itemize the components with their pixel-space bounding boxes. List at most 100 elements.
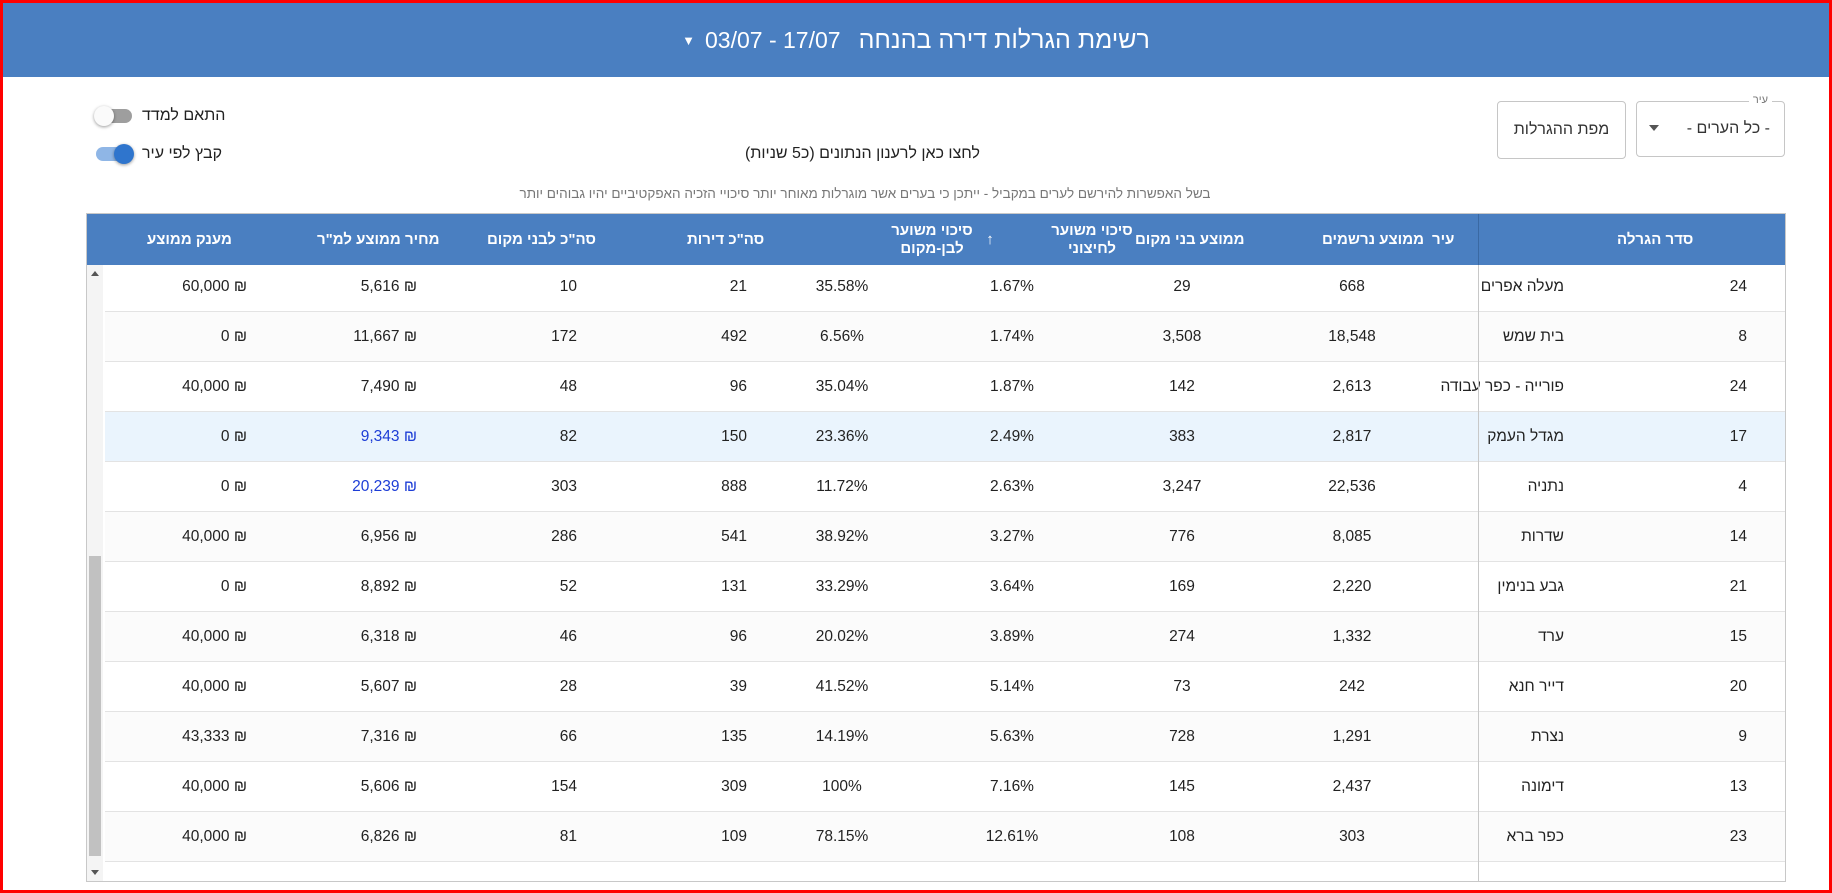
cell-chance-local: 11.72% [816, 478, 868, 495]
cell-total-apartments: 888 [721, 478, 747, 495]
lottery-map-button[interactable]: מפת ההגרלות [1497, 101, 1626, 159]
header-chance-local[interactable]: סיכוי משוער לבן-מקום [862, 214, 1002, 265]
table-row[interactable]: 15 ערד 1,332 274 3.89% 20.02% 96 46 ₪ 6,318 ₪ 40,… [105, 612, 1785, 662]
cell-city: גבע בנימין [1497, 578, 1564, 595]
header-avg-grant[interactable]: מענק ממוצע [147, 230, 232, 248]
city-select[interactable]: עיר - כל הערים - [1636, 94, 1785, 157]
cell-chance-external: 12.61% [985, 828, 1039, 845]
table-row[interactable]: 23 כפר ברא 303 108 12.61% 78.15% 109 81 ₪ 6,826 ₪… [105, 812, 1785, 862]
cell-lottery-order: 20 [1729, 678, 1747, 695]
cell-avg-registered: 668 [1339, 278, 1365, 295]
cell-total-local: 10 [559, 278, 577, 295]
cell-total-apartments: 309 [721, 778, 747, 795]
cell-chance-local: 100% [822, 778, 862, 795]
cell-avg-locals: 274 [1169, 628, 1195, 645]
cell-city: פורייה - כפר עבודה [1440, 378, 1564, 395]
cell-total-apartments: 150 [721, 428, 747, 445]
cell-total-local: 52 [559, 578, 577, 595]
cell-chance-local: 35.04% [815, 378, 869, 395]
cell-total-apartments: 96 [729, 628, 747, 645]
cell-total-local: 154 [551, 778, 577, 795]
cell-avg-locals: 3,508 [1162, 328, 1202, 345]
cell-avg-price-sqm: ₪ 5,607 [360, 678, 417, 695]
cell-avg-price-sqm: ₪ 6,956 [360, 528, 417, 545]
cell-city: מגדל העמק [1487, 428, 1564, 445]
scroll-thumb[interactable] [89, 556, 101, 856]
cell-avg-grant: ₪ 40,000 [182, 528, 247, 545]
city-select-value: - כל הערים - [1686, 120, 1770, 137]
date-range-selector[interactable]: 03/07 - 17/07 [705, 26, 841, 53]
cell-avg-locals: 3,247 [1162, 478, 1202, 495]
table-row[interactable]: 4 נתניה 22,536 3,247 2.63% 11.72% 888 303 ₪ 20,2… [105, 462, 1785, 512]
cell-total-local: 66 [559, 728, 577, 745]
header-chance-local-line2: לבן-מקום [900, 239, 964, 257]
fit-index-label: התאם למדד [142, 107, 226, 124]
table-row[interactable]: 17 מגדל העמק 2,817 383 2.49% 23.36% 150 82 ₪ 9,3… [105, 412, 1785, 462]
header-avg-registered[interactable]: ממוצע נרשמים [1322, 230, 1424, 248]
cell-chance-external: 5.63% [990, 728, 1034, 745]
group-by-city-toggle-row[interactable]: קבץ לפי עיר [96, 142, 222, 166]
cell-avg-price-sqm: ₪ 11,667 [353, 328, 417, 345]
cell-chance-external: 3.27% [990, 528, 1034, 545]
cell-avg-locals: 145 [1169, 778, 1195, 795]
city-select-label: עיר [1748, 94, 1772, 106]
cell-avg-price-sqm[interactable]: ₪ 9,343 [360, 428, 417, 445]
cell-avg-price-sqm: ₪ 7,490 [360, 378, 417, 395]
cell-total-local: 28 [559, 678, 577, 695]
dropdown-arrow-icon[interactable] [1649, 125, 1659, 131]
refresh-data-link[interactable]: לחצו כאן לרענון הנתונים (כ5 שניות) [745, 145, 980, 162]
chevron-down-icon[interactable]: ▼ [682, 32, 696, 48]
cell-avg-grant: ₪ 40,000 [182, 378, 247, 395]
switch-knob [94, 106, 114, 126]
cell-total-local: 81 [559, 828, 577, 845]
sort-ascending-icon[interactable]: ↑ [986, 230, 994, 248]
cell-avg-grant: ₪ 40,000 [182, 778, 247, 795]
header-chance-external[interactable]: סיכוי משוער לחיצוני [1022, 214, 1162, 265]
scroll-down-icon[interactable] [91, 870, 99, 875]
cell-avg-price-sqm[interactable]: ₪ 20,239 [352, 478, 417, 495]
header-avg-locals[interactable]: ממוצע בני מקום [1135, 230, 1245, 248]
header-lottery-order[interactable]: סדר הגרלה [1617, 230, 1694, 248]
table-row[interactable]: 13 דימונה 2,437 145 7.16% 100% 309 154 ₪ 5,606 ₪ … [105, 762, 1785, 812]
table-row[interactable]: 24 מעלה אפרים 668 29 1.67% 35.58% 21 10 ₪ 5,616 ₪… [105, 265, 1785, 312]
table-body: 24 מעלה אפרים 668 29 1.67% 35.58% 21 10 ₪ 5,616 ₪… [87, 265, 1785, 881]
header-divider [1478, 214, 1479, 265]
header-city[interactable]: עיר [1432, 230, 1455, 248]
cell-total-apartments: 39 [729, 678, 747, 695]
cell-city: מעלה אפרים [1480, 278, 1564, 295]
table-row[interactable]: 24 פורייה - כפר עבודה 2,613 142 1.87% 35.04% 9… [105, 362, 1785, 412]
cell-total-local: 303 [551, 478, 577, 495]
cell-avg-locals: 108 [1169, 828, 1195, 845]
cell-avg-grant: ₪ 43,333 [182, 728, 247, 745]
cell-avg-locals: 142 [1169, 378, 1195, 395]
header-total-local[interactable]: סה"כ לבני מקום [487, 230, 596, 248]
cell-avg-registered: 2,817 [1332, 428, 1372, 445]
cell-avg-grant: ₪ 0 [220, 428, 247, 445]
table-row[interactable]: 9 נצרת 1,291 728 5.63% 14.19% 135 66 ₪ 7,316 ₪ 43… [105, 712, 1785, 762]
cell-city: ערד [1538, 628, 1564, 645]
cell-avg-registered: 2,220 [1332, 578, 1372, 595]
table-row[interactable]: 20 דייר חנא 242 73 5.14% 41.52% 39 28 ₪ 5,607 ₪ 4… [105, 662, 1785, 712]
table-row[interactable]: 21 גבע בנימין 2,220 169 3.64% 33.29% 131 52 ₪ 8,… [105, 562, 1785, 612]
disclaimer-note: בשל האפשרות להירשם לערים במקביל - ייתכן … [519, 186, 1211, 201]
fit-index-switch[interactable] [94, 106, 132, 126]
vertical-scrollbar[interactable] [87, 265, 103, 881]
table-row[interactable]: 14 שדרות 8,085 776 3.27% 38.92% 541 286 ₪ 6,956 ₪… [105, 512, 1785, 562]
cell-city: דייר חנא [1508, 678, 1564, 695]
header-avg-price-sqm[interactable]: מחיר ממוצע למ"ר [317, 230, 440, 248]
scroll-up-icon[interactable] [91, 271, 99, 276]
cell-total-local: 82 [559, 428, 577, 445]
group-by-city-switch[interactable] [96, 144, 134, 164]
cell-city: נתניה [1527, 478, 1564, 495]
header-total-apartments[interactable]: סה"כ דירות [687, 230, 765, 248]
cell-avg-registered: 18,548 [1328, 328, 1376, 345]
cell-chance-external: 2.49% [990, 428, 1034, 445]
table-row[interactable]: 8 בית שמש 18,548 3,508 1.74% 6.56% 492 172 ₪ 11,… [105, 312, 1785, 362]
cell-chance-local: 14.19% [815, 728, 869, 745]
cell-lottery-order: 8 [1738, 328, 1747, 345]
fit-index-toggle-row[interactable]: התאם למדד [94, 104, 226, 128]
cell-city: שדרות [1521, 528, 1564, 545]
cell-avg-grant: ₪ 40,000 [182, 828, 247, 845]
cell-chance-local: 35.58% [815, 278, 869, 295]
cell-lottery-order: 21 [1729, 578, 1747, 595]
